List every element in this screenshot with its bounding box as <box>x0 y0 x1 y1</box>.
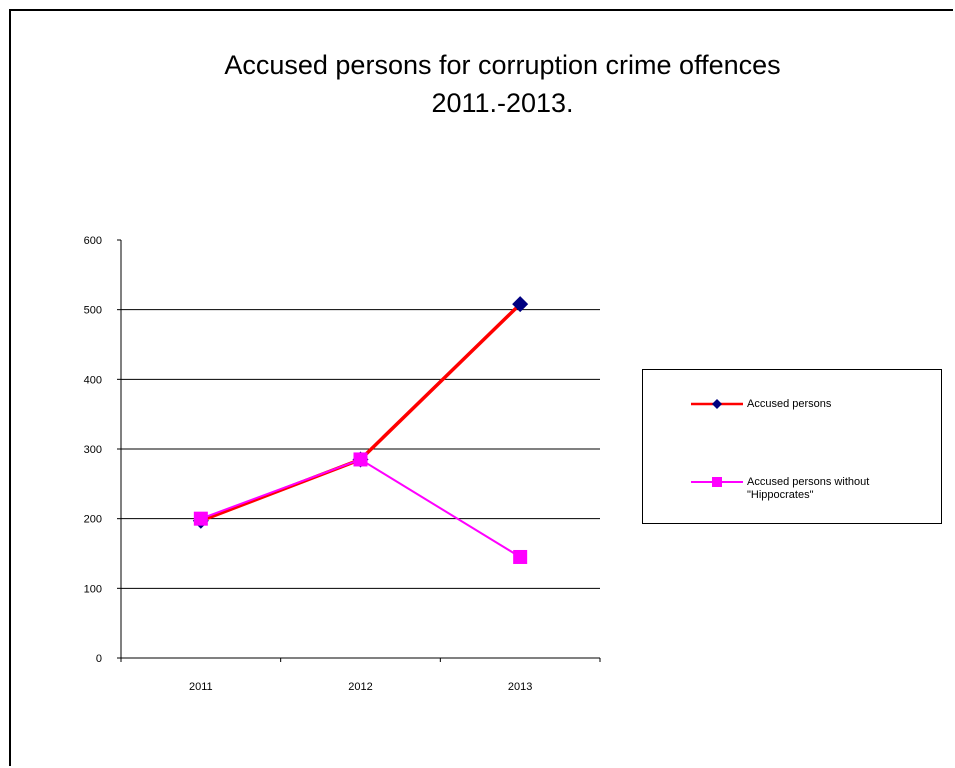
y-tick-label-0: 0 <box>96 653 102 665</box>
y-tick-label-500: 500 <box>84 305 102 317</box>
legend-swatches <box>691 399 743 487</box>
series-1-point-2012 <box>353 452 368 467</box>
x-tick-label-2011: 2011 <box>189 681 213 693</box>
y-tick-label-300: 300 <box>84 444 102 456</box>
legend-label-line-2: "Hippocrates" <box>747 489 814 501</box>
series-line-1 <box>200 458 521 558</box>
chart-title-line-1: Accused persons for corruption crime off… <box>224 50 781 80</box>
y-tick-label-200: 200 <box>84 514 102 526</box>
chart-title-line-2: 2011.-2013. <box>431 88 574 118</box>
x-tick-label-2012: 2012 <box>348 681 372 693</box>
legend-marker-square-icon <box>712 477 722 487</box>
series-1-point-2013 <box>513 549 528 564</box>
legend-label-without-hippocrates: Accused persons without "Hippocrates" <box>747 476 869 502</box>
y-tick-label-600: 600 <box>84 235 102 247</box>
chart-legend: Accused persons Accused persons without … <box>642 369 942 524</box>
y-tick-label-100: 100 <box>84 583 102 595</box>
legend-label-accused-persons: Accused persons <box>747 398 832 410</box>
series-line-0 <box>200 302 522 523</box>
series-0-point-2013 <box>512 296 529 313</box>
series-1-point-2011 <box>193 511 208 526</box>
x-tick-label-2013: 2013 <box>508 681 532 693</box>
y-tick-label-400: 400 <box>84 374 102 386</box>
legend-marker-diamond-icon <box>712 399 722 409</box>
legend-label-line-1: Accused persons without <box>747 476 870 488</box>
